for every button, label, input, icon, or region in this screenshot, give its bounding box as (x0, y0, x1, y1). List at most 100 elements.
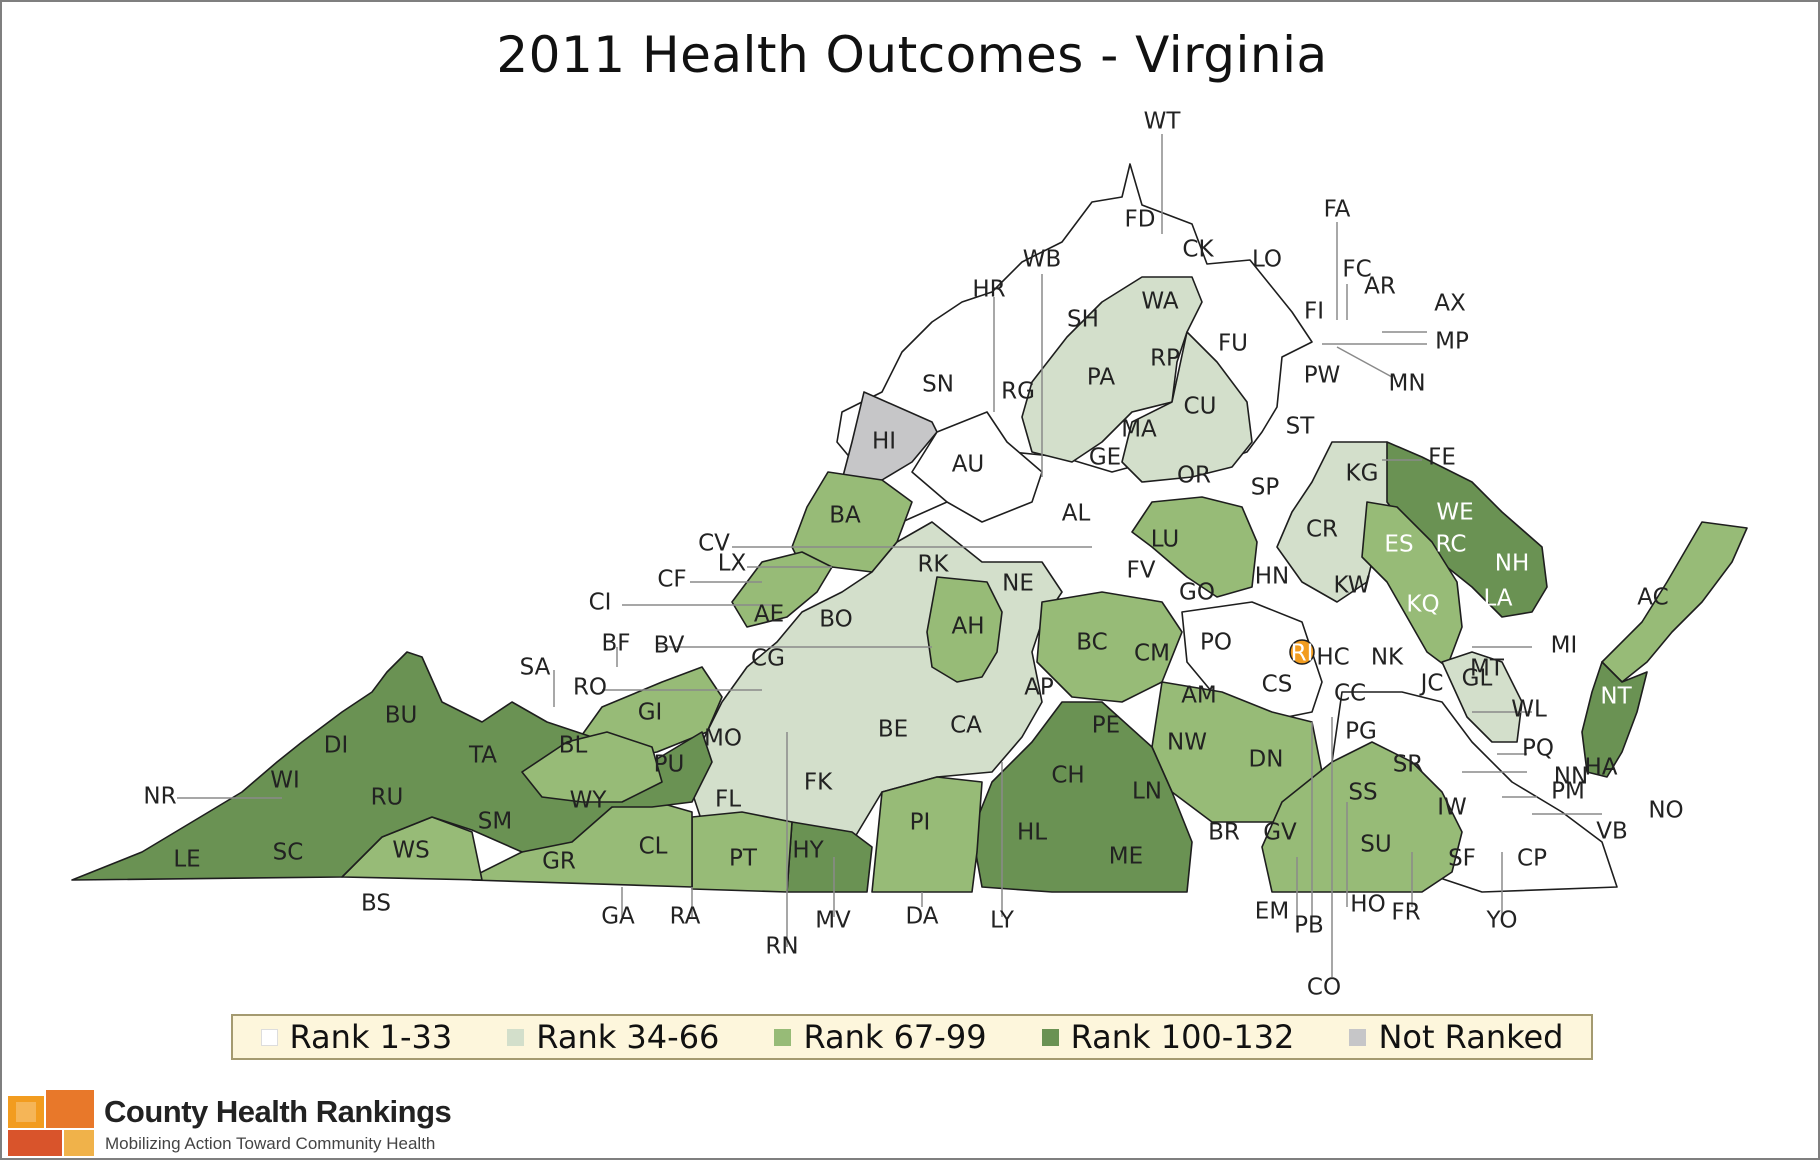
county-label-rk: RK (917, 552, 949, 578)
county-label-cp: CP (1517, 846, 1547, 872)
county-label-fr: FR (1391, 900, 1420, 926)
county-label-ws: WS (392, 838, 429, 864)
county-label-ge: GE (1089, 445, 1121, 471)
county-region-lu (1131, 496, 1258, 598)
county-label-da: DA (905, 904, 938, 930)
county-label-nk: NK (1371, 645, 1404, 671)
county-label-ro: RO (573, 675, 607, 701)
county-label-ru: RU (371, 785, 404, 811)
county-label-ss: SS (1348, 780, 1377, 806)
legend-item-rank-1-33: Rank 1-33 (260, 1018, 453, 1056)
county-label-pb: PB (1294, 913, 1324, 939)
county-regions (71, 163, 1748, 893)
county-label-bl: BL (559, 733, 588, 759)
map-title: 2011 Health Outcomes - Virginia (496, 26, 1328, 84)
legend-item-not-ranked: Not Ranked (1349, 1018, 1563, 1056)
county-label-cr: CR (1306, 517, 1338, 543)
county-label-lo: LO (1252, 247, 1282, 273)
county-label-fi: FI (1304, 299, 1324, 325)
county-label-dn: DN (1249, 747, 1284, 773)
county-label-wy: WY (570, 788, 608, 814)
county-label-rc: RC (1436, 532, 1467, 558)
county-region-cu-or (1121, 331, 1253, 483)
county-label-su: SU (1360, 832, 1391, 858)
county-label-am: AM (1181, 683, 1217, 709)
county-label-wt: WT (1144, 109, 1182, 135)
county-label-mp: MP (1435, 329, 1469, 355)
county-label-cs: CS (1262, 672, 1293, 698)
county-region-southwest (71, 651, 713, 881)
county-label-es: ES (1384, 532, 1413, 558)
county-label-nh: NH (1495, 551, 1530, 577)
county-label-la: LA (1483, 586, 1512, 612)
county-label-pq: PQ (1522, 736, 1554, 762)
county-label-rn: RN (765, 934, 798, 960)
county-label-fk: FK (804, 770, 833, 796)
county-label-mi: MI (1551, 633, 1578, 659)
county-label-fv: FV (1127, 558, 1156, 584)
county-label-sa: SA (520, 655, 551, 681)
county-label-wi: WI (270, 768, 300, 794)
county-label-gr: GR (542, 849, 576, 875)
county-label-bv: BV (654, 633, 685, 659)
county-label-yo: YO (1486, 908, 1518, 934)
county-label-ck: CK (1182, 237, 1214, 263)
county-label-fl: FL (715, 787, 741, 813)
brand-block: County Health Rankings Mobilizing Action… (8, 1090, 508, 1156)
county-label-sh: SH (1067, 307, 1099, 333)
county-label-ap: AP (1024, 675, 1054, 701)
legend-item-rank-100-132: Rank 100-132 (1041, 1018, 1294, 1056)
county-label-br: BR (1208, 820, 1240, 846)
county-label-ra: RA (670, 904, 701, 930)
county-label-hn: HN (1255, 564, 1290, 590)
county-label-cl: CL (639, 834, 668, 860)
county-label-pw: PW (1304, 363, 1341, 389)
county-label-sp: SP (1251, 475, 1280, 501)
county-label-pm: PM (1551, 779, 1585, 805)
county-label-rp: RP (1150, 346, 1180, 372)
legend-swatch (1041, 1028, 1059, 1046)
county-label-be: BE (878, 717, 908, 743)
county-label-gv: GV (1263, 820, 1297, 846)
county-label-lx: LX (718, 551, 747, 577)
county-label-gl: GL (1462, 666, 1493, 692)
county-label-ax: AX (1434, 291, 1466, 317)
county-label-mo: MO (704, 726, 742, 752)
county-region-bl (521, 731, 663, 803)
county-label-st: ST (1286, 414, 1316, 440)
county-label-ga: GA (601, 904, 635, 930)
county-label-ah: AH (951, 614, 984, 640)
county-region-pi (871, 776, 983, 893)
county-label-jc: JC (1419, 671, 1444, 697)
county-region-ae (731, 551, 833, 628)
county-label-wa: WA (1141, 289, 1178, 315)
county-label-ba: BA (829, 503, 861, 529)
county-label-wb: WB (1023, 247, 1062, 273)
county-label-hl: HL (1017, 820, 1047, 846)
county-label-ta: TA (468, 743, 497, 769)
county-region-wa-pa-rp (1021, 276, 1203, 463)
county-label-mt: MT (1470, 656, 1505, 682)
legend-label: Rank 1-33 (289, 1018, 453, 1056)
legend-label: Rank 34-66 (536, 1018, 720, 1056)
county-label-fu: FU (1218, 331, 1248, 357)
county-label-pe: PE (1092, 713, 1120, 739)
county-label-nr: NR (143, 784, 176, 810)
county-label-fd: FD (1125, 207, 1156, 233)
brand-tagline: Mobilizing Action Toward Community Healt… (105, 1134, 436, 1153)
county-label-cm: CM (1134, 641, 1170, 667)
county-label-pg: PG (1345, 719, 1377, 745)
county-label-em: EM (1255, 899, 1289, 925)
county-label-sc: SC (273, 840, 304, 866)
legend-label: Not Ranked (1378, 1018, 1564, 1056)
county-label-ma: MA (1121, 417, 1157, 443)
county-label-we: WE (1436, 500, 1473, 526)
county-label-bf: BF (601, 631, 630, 657)
county-label-bu: BU (385, 703, 418, 729)
county-label-au: AU (952, 452, 985, 478)
county-label-hi: HI (872, 429, 896, 455)
county-label-ci: CI (589, 590, 612, 616)
county-region-hi (841, 391, 938, 481)
